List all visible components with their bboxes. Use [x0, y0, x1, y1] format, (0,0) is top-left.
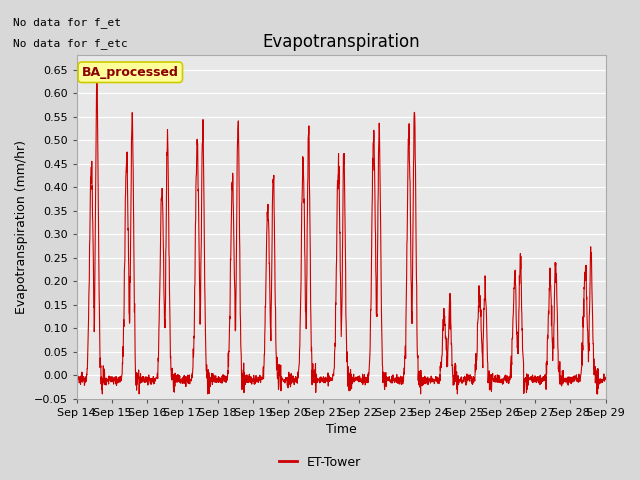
X-axis label: Time: Time — [326, 423, 356, 436]
Legend: ET-Tower: ET-Tower — [273, 451, 367, 474]
Text: BA_processed: BA_processed — [82, 66, 179, 79]
Title: Evapotranspiration: Evapotranspiration — [262, 33, 420, 51]
Text: No data for f_etc: No data for f_etc — [13, 38, 128, 48]
Text: No data for f_et: No data for f_et — [13, 17, 121, 28]
Y-axis label: Evapotranspiration (mm/hr): Evapotranspiration (mm/hr) — [15, 140, 28, 314]
